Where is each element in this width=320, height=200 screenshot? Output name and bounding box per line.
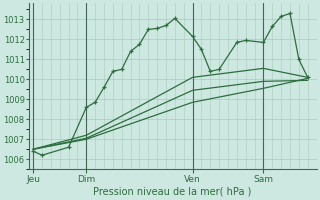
X-axis label: Pression niveau de la mer( hPa ): Pression niveau de la mer( hPa ) xyxy=(93,187,252,197)
